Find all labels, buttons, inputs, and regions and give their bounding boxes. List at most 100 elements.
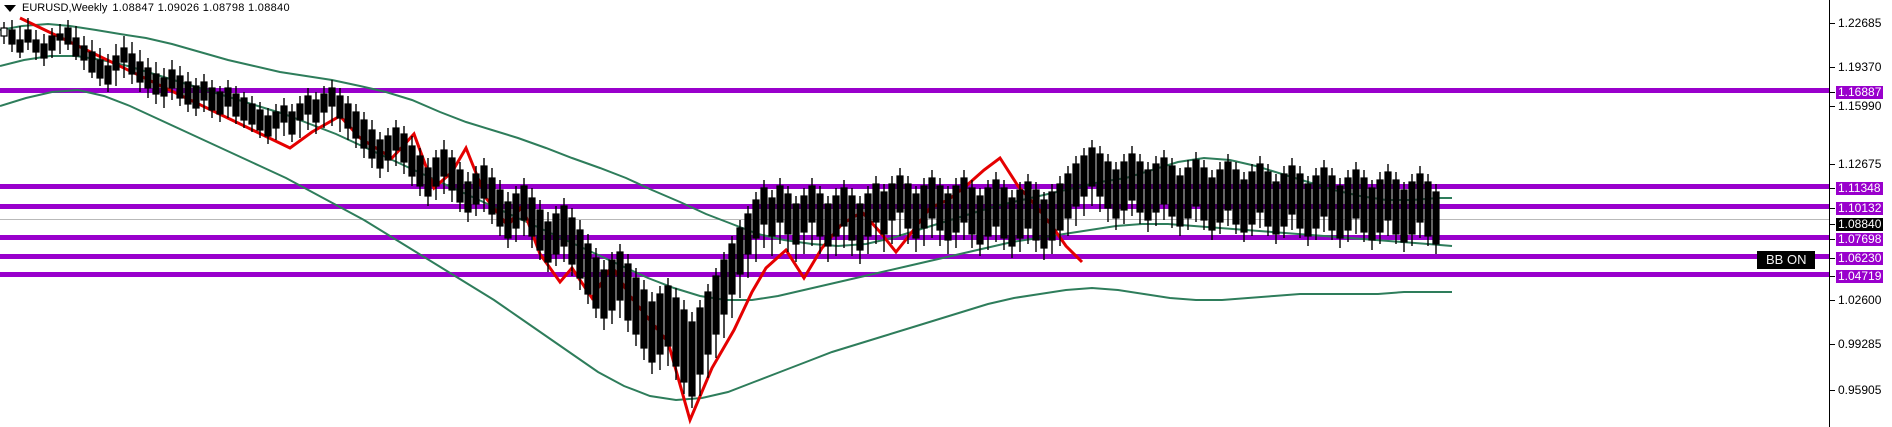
candle-body-bearish: [568, 217, 576, 265]
axis-price-label: 1.19370: [1838, 60, 1882, 74]
ohlc-values-label: 1.08847 1.09026 1.08798 1.08840: [112, 2, 290, 14]
candle-body-bearish: [384, 135, 392, 161]
candle-body-bearish: [584, 243, 592, 295]
axis-tick-mark: [1830, 344, 1835, 345]
candle-body-bearish: [112, 55, 120, 71]
chart-plot-area[interactable]: BB ON: [0, 0, 1830, 427]
level-price-label[interactable]: 1.11348: [1836, 181, 1883, 195]
candle-body-bearish: [344, 103, 352, 129]
candle-body-bearish: [480, 165, 488, 199]
level-price-label[interactable]: 1.16887: [1836, 85, 1884, 99]
candle-body-bearish: [648, 301, 656, 363]
candle-body-bearish: [1200, 167, 1208, 221]
level-price-label[interactable]: 1.07698: [1836, 232, 1884, 246]
candle-body-bearish: [800, 195, 808, 233]
candle-body-bearish: [160, 77, 168, 97]
candle-body-bearish: [104, 65, 112, 85]
candle-body-bearish: [304, 95, 312, 115]
candle-body-bearish: [928, 177, 936, 219]
candle-body-bearish: [1336, 185, 1344, 239]
candle-body-bearish: [216, 91, 224, 115]
level-line-1-04719[interactable]: [0, 272, 1830, 277]
candle-body-bearish: [136, 61, 144, 83]
candle-body-bearish: [48, 35, 56, 51]
candle-body-bearish: [904, 183, 912, 229]
candle-body-bearish: [1416, 173, 1424, 223]
price-axis[interactable]: 1.22685 1.19370 1.16887 1.15990 1.12675 1.113…: [1830, 0, 1892, 427]
candle-body-bearish: [1264, 171, 1272, 227]
candle-body-bearish: [120, 47, 128, 63]
candle-body-bearish: [888, 183, 896, 221]
candle-body-bearish: [32, 39, 40, 53]
candle-body-bearish: [1144, 169, 1152, 221]
candle-body-bearish: [8, 29, 16, 45]
level-price-label[interactable]: 1.10132: [1836, 201, 1884, 215]
last-price-label[interactable]: 1.08840: [1836, 217, 1884, 231]
candle-body-bearish: [488, 177, 496, 215]
candle-body-bearish: [1080, 155, 1088, 197]
candle-body-bearish: [320, 93, 328, 113]
level-price-label[interactable]: 1.04719: [1836, 269, 1884, 283]
candle-body-bearish: [1024, 181, 1032, 229]
candle-body-bearish: [368, 129, 376, 159]
candle-body-bearish: [1328, 175, 1336, 231]
candle-body-bearish: [272, 111, 280, 129]
candle-body-bearish: [168, 69, 176, 89]
axis-tick-mark: [1830, 258, 1835, 259]
candle-body-bearish: [984, 187, 992, 237]
candle-body-bearish: [512, 193, 520, 229]
candle-body-bearish: [376, 139, 384, 169]
level-price-label[interactable]: 1.06230: [1836, 251, 1884, 265]
candle-body-bearish: [1120, 161, 1128, 211]
candle-body-bearish: [224, 87, 232, 107]
candle-body-bearish: [496, 189, 504, 227]
candle-body-bearish: [1048, 191, 1056, 241]
candle-body-bearish: [1232, 169, 1240, 225]
candle-body-bearish: [1112, 169, 1120, 219]
candle-body-bearish: [1312, 175, 1320, 229]
candle-body-bearish: [672, 297, 680, 367]
candle-body-bearish: [528, 197, 536, 237]
candle-body-bearish: [896, 175, 904, 213]
candle-body-bearish: [688, 321, 696, 397]
candle-body-bearish: [440, 149, 448, 177]
candle-body-bearish: [976, 195, 984, 245]
candle-body-bearish: [1192, 159, 1200, 207]
candle-body-bearish: [968, 187, 976, 235]
candle-body-bearish: [824, 203, 832, 247]
level-line-1-06230[interactable]: [0, 254, 1830, 259]
candle-body-bearish: [184, 81, 192, 105]
symbol-period-label: EURUSD,Weekly: [22, 2, 108, 14]
candle-body-bearish: [296, 103, 304, 121]
candle-body-bearish: [728, 243, 736, 295]
candle-body-bearish: [1064, 173, 1072, 219]
candle-body-bearish: [1376, 179, 1384, 233]
candle-body-bearish: [856, 203, 864, 251]
candle-body-bearish: [1104, 161, 1112, 209]
candle-body-bearish: [1216, 169, 1224, 223]
bb-on-badge[interactable]: BB ON: [1757, 251, 1816, 269]
candle-body-bearish: [992, 179, 1000, 227]
candle-body-bearish: [1224, 161, 1232, 211]
candle-body-bearish: [1152, 163, 1160, 213]
candle-body-bearish: [328, 87, 336, 107]
candle-body-bearish: [1016, 189, 1024, 239]
axis-price-label: 0.95905: [1838, 383, 1882, 397]
candle-body-bearish: [432, 157, 440, 187]
candle-body-bearish: [864, 193, 872, 237]
candle-body-bearish: [232, 93, 240, 117]
triangle-down-icon[interactable]: [4, 4, 16, 12]
candle-body-bearish: [416, 155, 424, 187]
candle-body-bearish: [264, 115, 272, 137]
candle-body-bearish: [1424, 181, 1432, 237]
candle-body-bearish: [1128, 153, 1136, 201]
candle-body-bearish: [1280, 173, 1288, 227]
candle-body-bearish: [1240, 179, 1248, 233]
axis-price-label: 1.15990: [1838, 99, 1882, 113]
candle-body-bearish: [1056, 183, 1064, 231]
candle-body-bearish: [472, 173, 480, 205]
level-line-1-11348[interactable]: [0, 184, 1830, 189]
candle-body-bearish: [1368, 187, 1376, 241]
candle-body-bearish: [832, 195, 840, 237]
level-line-1-16887[interactable]: [0, 88, 1830, 93]
